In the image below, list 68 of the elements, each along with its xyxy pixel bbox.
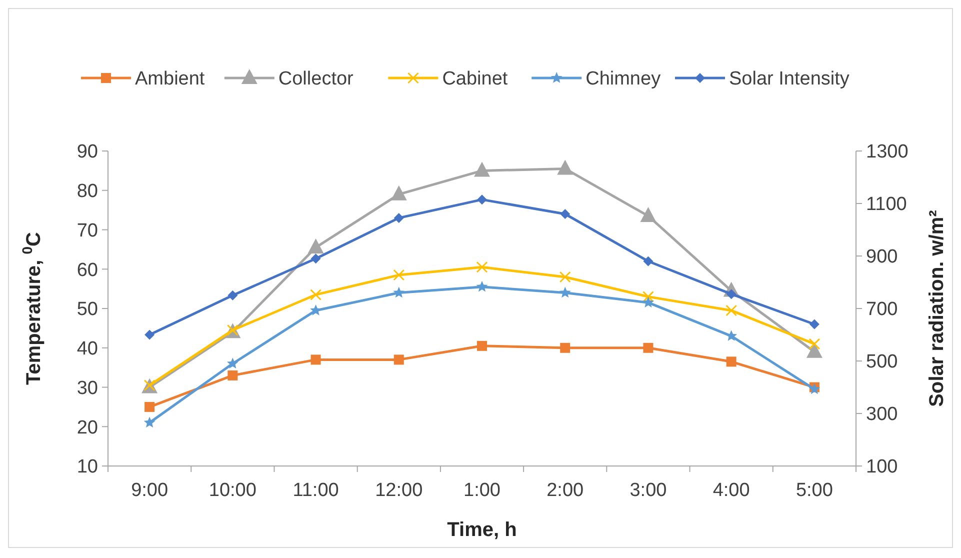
y-tick-label: 80 bbox=[76, 181, 98, 202]
point bbox=[642, 290, 654, 302]
point bbox=[557, 160, 574, 175]
point bbox=[476, 280, 488, 292]
legend-label: Chimney bbox=[586, 68, 662, 90]
point bbox=[808, 338, 820, 350]
legend-label: Cabinet bbox=[442, 68, 508, 90]
x-tick-label: 10:00 bbox=[208, 480, 256, 501]
y-tick-label: 90 bbox=[76, 142, 98, 163]
point bbox=[144, 402, 155, 412]
y2-tick-label: 300 bbox=[866, 404, 898, 426]
point bbox=[477, 194, 487, 205]
point bbox=[474, 162, 490, 177]
legend-label: Solar Intensity bbox=[729, 68, 850, 90]
y-tick-label: 60 bbox=[76, 260, 98, 281]
point bbox=[228, 290, 238, 300]
point bbox=[310, 254, 321, 264]
x-tick-label: 2:00 bbox=[546, 480, 584, 501]
y-tick-label: 20 bbox=[76, 417, 98, 438]
point bbox=[228, 370, 238, 380]
y2-tick-label: 900 bbox=[866, 246, 898, 268]
y2-axis-title: Solar radiation. w/m² bbox=[926, 210, 948, 407]
point bbox=[643, 342, 654, 353]
y-tick-label: 10 bbox=[76, 456, 98, 478]
point bbox=[310, 304, 322, 316]
point bbox=[726, 356, 736, 367]
point bbox=[726, 330, 738, 341]
y-tick-label: 50 bbox=[76, 299, 98, 320]
x-tick-label: 11:00 bbox=[292, 480, 339, 501]
point bbox=[477, 340, 487, 351]
point bbox=[560, 209, 570, 219]
point bbox=[226, 358, 238, 368]
point bbox=[390, 185, 407, 200]
y-tick-label: 40 bbox=[76, 338, 98, 360]
x-axis-title: Time, h bbox=[447, 519, 517, 541]
point bbox=[642, 296, 654, 308]
y2-tick-label: 1300 bbox=[866, 142, 908, 163]
point bbox=[394, 212, 404, 223]
point bbox=[476, 261, 488, 273]
point bbox=[809, 319, 820, 330]
y2-tick-label: 500 bbox=[866, 352, 898, 373]
y2-tick-label: 100 bbox=[866, 456, 898, 478]
point bbox=[640, 206, 656, 222]
point bbox=[394, 354, 404, 365]
point bbox=[560, 342, 570, 353]
point bbox=[559, 271, 571, 283]
x-tick-label: 4:00 bbox=[712, 480, 750, 501]
point bbox=[310, 354, 321, 365]
y2-tick-label: 700 bbox=[866, 299, 898, 320]
point bbox=[310, 288, 322, 300]
point bbox=[308, 238, 324, 254]
x-tick-label: 1:00 bbox=[464, 480, 500, 501]
y-tick-label: 30 bbox=[76, 378, 98, 399]
point bbox=[393, 269, 405, 281]
point bbox=[643, 256, 654, 266]
legend-label: Collector bbox=[278, 68, 354, 90]
y2-tick-label: 1100 bbox=[866, 194, 907, 216]
point bbox=[726, 304, 738, 316]
x-tick-label: 5:00 bbox=[796, 480, 833, 501]
legend-label: Ambient bbox=[135, 68, 206, 90]
x-tick-label: 12:00 bbox=[375, 480, 423, 501]
y-tick-label: 70 bbox=[76, 220, 98, 242]
point bbox=[144, 416, 156, 428]
point bbox=[393, 286, 405, 298]
x-tick-label: 3:00 bbox=[630, 480, 667, 501]
point bbox=[144, 330, 155, 340]
x-tick-label: 9:00 bbox=[131, 480, 168, 501]
point bbox=[559, 286, 571, 298]
